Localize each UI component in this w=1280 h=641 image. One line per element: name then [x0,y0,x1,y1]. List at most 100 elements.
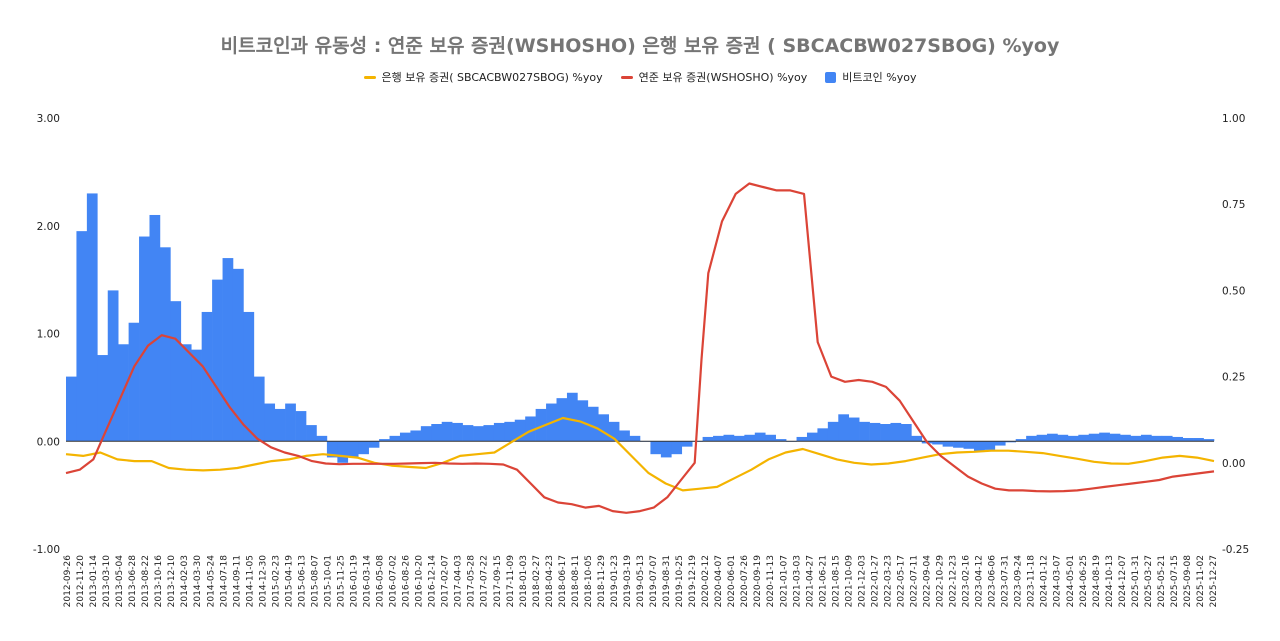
x-tick-42: 2019-01-23 [610,555,620,607]
x-tick-74: 2023-11-18 [1027,555,1037,608]
legend-item-bitcoin[interactable]: 비트코인 %yoy [825,69,916,85]
x-tick-3: 2013-03-10 [102,555,112,608]
x-tick-14: 2014-11-05 [245,555,255,607]
bitcoin-bar-50 [587,406,599,442]
x-tick-26: 2016-08-26 [402,555,412,608]
x-tick-36: 2018-02-27 [532,555,542,607]
bitcoin-bar-40 [483,425,495,442]
x-tick-65: 2022-07-11 [909,555,919,607]
bitcoin-bar-87 [973,441,985,453]
bitcoin-bar-62 [713,435,724,442]
x-tick-20: 2015-10-01 [323,555,333,607]
bitcoin-bar-42 [504,421,516,442]
bitcoin-bar-24 [316,435,328,442]
x-tick-83: 2025-03-27 [1144,555,1154,607]
x-tick-85: 2025-07-15 [1170,555,1180,607]
x-tick-32: 2017-07-22 [480,555,490,607]
bitcoin-bar-86 [963,441,975,449]
bitcoin-bar-85 [953,441,964,448]
legend-item-fed-securities[interactable]: 연준 보유 증권(WSHOSHO) %yoy [620,69,807,85]
bitcoin-bar-65 [744,434,756,442]
x-tick-73: 2023-09-24 [1014,555,1024,608]
x-tick-68: 2022-12-23 [949,555,959,607]
x-tick-40: 2018-10-05 [584,555,594,607]
y-left-tick-0: 3.00 [37,113,60,125]
x-tick-39: 2018-08-11 [571,555,581,607]
x-tick-60: 2021-10-09 [844,555,854,608]
bitcoin-bar-41 [493,422,505,442]
bitcoin-bar-4 [107,290,119,442]
bitcoin-bar-45 [535,408,547,442]
bitcoin-bar-61 [702,436,714,442]
bitcoin-bar-80 [900,424,912,442]
bitcoin-bar-76 [859,421,870,442]
x-tick-48: 2019-12-19 [688,555,698,608]
x-tick-51: 2020-06-01 [727,555,737,607]
y-left-tick-4: -1.00 [33,544,60,556]
bitcoin-bar-96 [1067,435,1079,442]
x-tick-9: 2014-02-03 [180,555,190,607]
x-tick-45: 2019-07-07 [649,555,659,607]
legend-item-bank-securities[interactable]: 은행 보유 증권( SBCACBW027SBOG) %yoy [363,69,603,85]
x-tick-88: 2025-12-27 [1209,555,1219,607]
bitcoin-bar-90 [1005,441,1017,443]
x-tick-33: 2017-09-15 [493,555,503,607]
bitcoin-bar-98 [1088,433,1100,442]
bitcoin-bar-53 [619,430,630,442]
bitcoin-bar-44 [525,416,536,442]
x-tick-18: 2015-06-13 [297,555,307,607]
x-tick-28: 2016-12-14 [428,555,438,608]
bitcoin-bar-31 [389,435,401,442]
x-tick-23: 2016-03-14 [363,555,373,608]
bitcoin-bar-88 [984,441,996,450]
x-tick-87: 2025-11-02 [1196,555,1206,607]
x-tick-56: 2021-03-03 [792,555,802,607]
bitcoin-bar-14 [212,279,223,442]
x-tick-67: 2022-10-29 [936,555,946,608]
bitcoin-bar-10 [170,301,182,442]
bitcoin-bar-66 [754,432,766,442]
bitcoin-bar-84 [942,441,954,447]
bitcoin-bar-51 [598,414,609,442]
bitcoin-bar-37 [452,422,463,442]
x-tick-75: 2024-01-12 [1040,555,1050,607]
bitcoin-bar-25 [326,441,338,458]
x-axis: 2012-09-26 2012-11-20 2013-01-14 2013-03-10… [63,555,1219,608]
x-tick-70: 2023-04-12 [975,555,985,607]
legend-label-bitcoin: 비트코인 %yoy [842,71,917,84]
bitcoin-bar-59 [681,441,693,447]
bitcoin-bar-38 [462,425,474,442]
bitcoin-bar-23 [306,425,317,442]
x-tick-0: 2012-09-26 [63,555,73,608]
bitcoin-bar-6 [128,322,140,442]
bitcoin-bar-48 [566,392,578,442]
x-tick-13: 2014-09-11 [232,555,242,607]
bitcoin-bar-89 [994,441,1006,446]
bitcoin-bar-67 [765,434,776,442]
bitcoin-bar-91 [1015,439,1027,442]
x-tick-12: 2014-07-18 [219,555,229,608]
x-tick-69: 2023-02-16 [962,555,972,608]
bitcoin-bar-63 [723,434,735,442]
bitcoin-bar-81 [911,435,923,442]
y-axis-right: 1.00 0.75 0.50 0.25 0.00 -0.25 [1222,113,1249,556]
bitcoin-bar-34 [420,426,432,442]
x-tick-10: 2014-03-30 [193,555,203,608]
bitcoin-bar-21 [285,403,296,442]
y-right-tick-0: 1.00 [1222,113,1245,125]
legend-swatch-fed-securities [620,75,633,79]
x-tick-41: 2018-11-29 [597,555,607,608]
bitcoin-bar-105 [1161,435,1173,442]
y-right-tick-1: 0.75 [1222,199,1245,211]
bitcoin-bar-102 [1130,435,1142,442]
bitcoin-bar-22 [295,411,307,442]
legend-swatch-bitcoin [825,71,837,83]
x-tick-38: 2018-06-17 [558,555,568,607]
bitcoin-bar-36 [441,421,453,442]
x-tick-6: 2013-08-22 [141,555,151,607]
x-tick-59: 2021-08-15 [831,555,841,607]
y-left-tick-3: 0.00 [37,436,60,448]
line-series [65,182,1215,514]
bitcoin-bar-0 [66,376,77,442]
x-tick-71: 2023-06-06 [988,555,998,608]
